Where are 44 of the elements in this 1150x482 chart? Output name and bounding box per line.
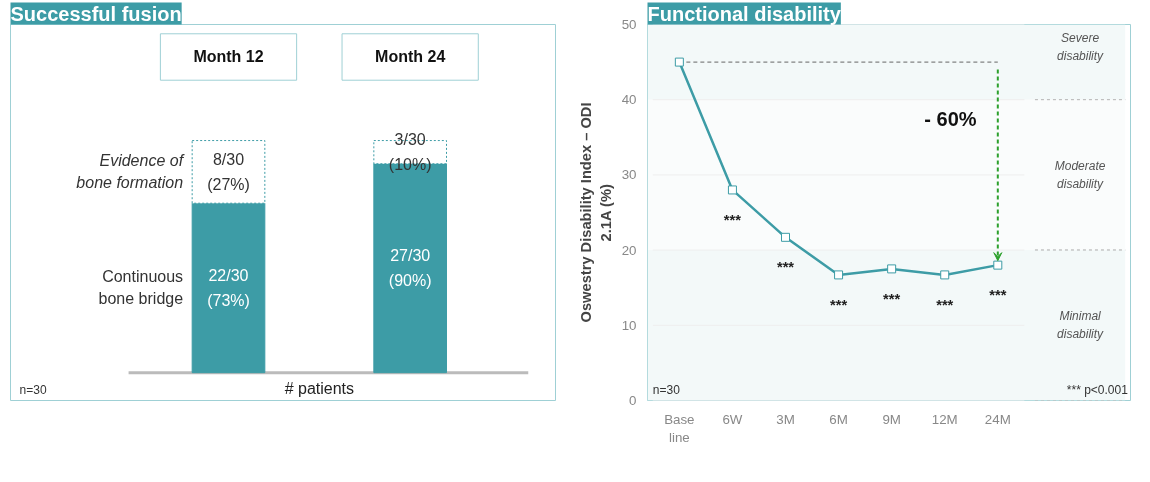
y-tick-label: 10 — [621, 317, 637, 333]
annotation: - 60% — [924, 107, 977, 130]
chart-title: Functional disability — [647, 2, 842, 25]
series-label: Continuous bone bridge — [98, 268, 184, 308]
x-tick-label: Month 12 — [193, 48, 264, 66]
text: n=30 — [19, 382, 47, 397]
annotation: *** — [883, 290, 901, 307]
data-label: 8/30 (27%) — [207, 150, 250, 194]
x-tick-label: 6W — [722, 411, 743, 427]
band-label: Severe disability — [1057, 30, 1105, 64]
x-tick-label: Month 24 — [375, 48, 446, 66]
text: *** p<0.001 — [1066, 382, 1129, 397]
y-tick-label: 30 — [621, 167, 637, 183]
annotation: *** — [723, 212, 742, 229]
band-label: Moderate disability — [1054, 158, 1106, 191]
point — [993, 260, 1003, 270]
x-tick-label: 24M — [984, 411, 1011, 427]
y-axis-title: Oswestry Disability Index – ODI 2.1A (%) — [578, 102, 614, 323]
annotation: *** — [776, 259, 795, 276]
x-axis-title: # patients — [284, 380, 355, 398]
x-tick-label: 6M — [829, 411, 848, 427]
band-label: Minimal disability — [1057, 309, 1105, 342]
x-tick-label: 9M — [882, 411, 901, 427]
data-label: 22/30 (73%) — [207, 266, 250, 310]
point — [887, 264, 897, 274]
chart-title: Successful fusion — [10, 2, 182, 25]
data-label: 27/30 (90%) — [388, 246, 432, 290]
x-tick-label: 12M — [931, 411, 958, 427]
point — [940, 270, 950, 280]
point — [781, 232, 790, 242]
point — [674, 57, 684, 67]
annotation: *** — [936, 297, 954, 313]
annotation: *** — [989, 287, 1007, 304]
annotation: n=30 — [652, 382, 681, 397]
annotation: *** — [830, 297, 848, 313]
y-tick-label: 50 — [621, 17, 637, 32]
y-tick-label: 20 — [621, 242, 637, 258]
x-tick-label: Base line — [664, 411, 695, 445]
x-tick-label: 3M — [776, 411, 795, 427]
y-tick-label: 40 — [621, 92, 637, 108]
point — [727, 185, 737, 195]
y-tick-label: 0 — [629, 393, 637, 408]
point — [834, 270, 844, 280]
series-label: Evidence of bone formation — [76, 152, 185, 192]
